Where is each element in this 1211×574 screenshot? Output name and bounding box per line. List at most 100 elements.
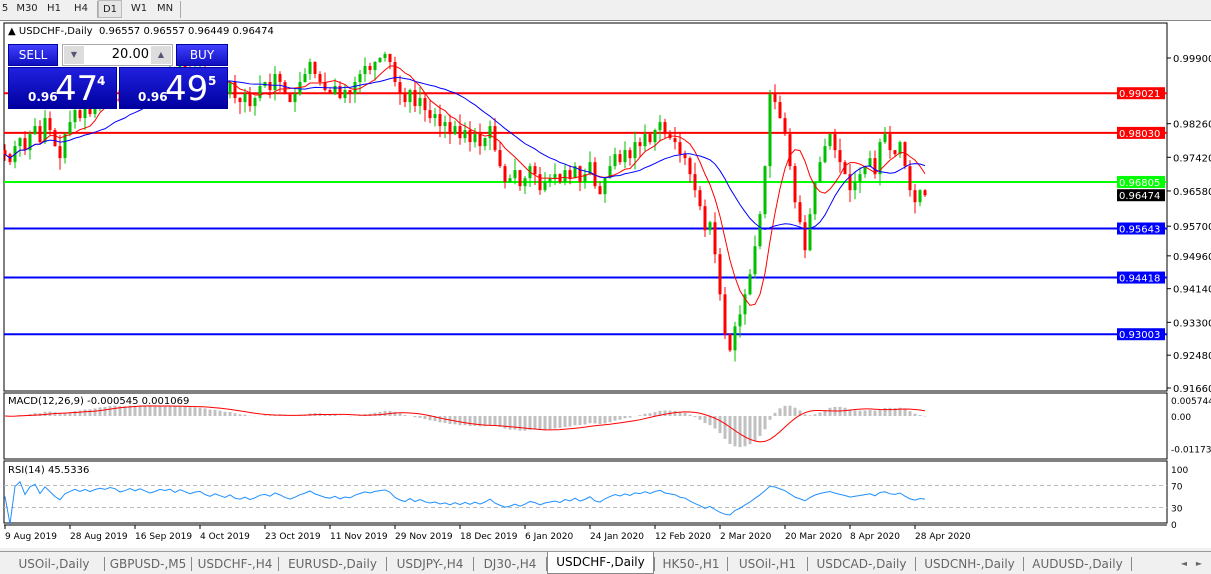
- lots-input[interactable]: 20.00: [111, 47, 149, 62]
- price-tick-label: 0.97420: [1173, 153, 1211, 164]
- macd-bar: [208, 409, 212, 416]
- bear-candle: [728, 334, 732, 351]
- macd-bar: [583, 416, 587, 425]
- macd-bar: [453, 416, 457, 425]
- chart-tab[interactable]: USOil-,Daily: [18, 557, 90, 571]
- bull-candle: [273, 74, 277, 91]
- price-line-label-bg: [1117, 126, 1165, 139]
- macd-bar: [113, 405, 117, 416]
- decrease-lots-icon[interactable]: ▼: [64, 46, 84, 64]
- bull-candle: [813, 182, 817, 215]
- time-tick-label: 29 Nov 2019: [395, 532, 453, 542]
- macd-bar: [688, 414, 692, 416]
- chart-tab[interactable]: USDCAD-,Daily: [816, 557, 907, 571]
- tf-m15[interactable]: 5: [1, 3, 9, 14]
- bull-candle: [18, 138, 22, 147]
- bear-candle: [888, 134, 892, 151]
- macd-bar: [128, 405, 132, 416]
- bull-candle: [308, 62, 312, 75]
- macd-bar: [328, 414, 332, 416]
- chart-tab[interactable]: AUDUSD-,Daily: [1032, 557, 1123, 571]
- scroll-left-icon[interactable]: ◄: [1180, 559, 1188, 568]
- macd-bar: [243, 414, 247, 416]
- macd-bar: [703, 416, 707, 424]
- bull-candle: [378, 58, 382, 63]
- macd-bar: [133, 405, 137, 416]
- macd-bar: [333, 414, 337, 416]
- buy-price[interactable]: 0.96 49 5: [119, 67, 228, 109]
- bear-candle: [678, 142, 682, 155]
- tf-w1[interactable]: W1: [130, 3, 148, 14]
- bear-candle: [348, 90, 352, 95]
- macd-bar: [678, 411, 682, 416]
- tf-mn[interactable]: MN: [156, 3, 174, 14]
- time-tick-label: 23 Oct 2019: [265, 532, 321, 542]
- macd-bar: [488, 416, 492, 426]
- macd-bar: [523, 416, 527, 431]
- bull-candle: [228, 82, 232, 95]
- bull-candle: [608, 166, 612, 179]
- macd-bar: [163, 406, 167, 416]
- increase-lots-icon[interactable]: ▲: [151, 46, 171, 64]
- sell-price[interactable]: 0.96 47 4: [8, 67, 117, 109]
- tf-h4[interactable]: H4: [74, 3, 88, 14]
- macd-bar: [778, 408, 782, 416]
- chart-tab[interactable]: USDCHF-,H4: [197, 557, 273, 571]
- bear-candle: [908, 166, 912, 191]
- sell-button[interactable]: SELL: [8, 44, 58, 66]
- chart-tab[interactable]: USOil-,H1: [738, 557, 797, 571]
- macd-bar: [783, 405, 787, 416]
- buy-price-fraction: 5: [208, 74, 217, 88]
- chart-tab[interactable]: EURUSD-,Daily: [288, 557, 377, 571]
- chart-tab[interactable]: HK50-,H1: [662, 557, 720, 571]
- bear-candle: [48, 118, 52, 131]
- tf-d1[interactable]: D1: [98, 0, 122, 18]
- chart-tab[interactable]: DJ30-,H4: [483, 557, 537, 571]
- tf-h1[interactable]: H1: [47, 3, 61, 14]
- rsi-tick-label: 0: [1171, 521, 1177, 531]
- macd-bar: [553, 416, 557, 429]
- macd-bar: [68, 412, 72, 416]
- bull-candle: [818, 162, 822, 183]
- collapse-arrow-icon[interactable]: ▲: [8, 26, 19, 37]
- bull-candle: [588, 162, 592, 175]
- bull-candle: [853, 182, 857, 191]
- price-line-label-bg: [1117, 175, 1165, 188]
- macd-bar: [463, 416, 467, 426]
- bear-candle: [873, 158, 877, 175]
- tf-m30[interactable]: M30: [16, 3, 38, 14]
- chart-tab[interactable]: GBPUSD-,M5: [109, 557, 187, 571]
- chart-tab[interactable]: USDCNH-,Daily: [924, 557, 1015, 571]
- price-tick-label: 0.96580: [1173, 187, 1211, 198]
- tab-separator: [191, 557, 192, 571]
- bull-candle: [293, 94, 297, 103]
- bear-candle: [468, 130, 472, 143]
- bull-candle: [738, 314, 742, 327]
- bull-candle: [898, 142, 902, 155]
- chart-tab[interactable]: USDCHF-,Daily: [547, 552, 654, 574]
- bull-candle: [613, 154, 617, 167]
- bear-candle: [673, 138, 677, 143]
- bear-candle: [233, 82, 237, 99]
- bear-candle: [423, 98, 427, 111]
- macd-tick-label: 0.005744: [1171, 397, 1211, 407]
- buy-button[interactable]: BUY: [176, 44, 228, 66]
- scroll-right-icon[interactable]: ►: [1195, 559, 1203, 568]
- macd-bar: [903, 408, 907, 416]
- bear-candle: [58, 146, 62, 159]
- lots-stepper[interactable]: ▼ 20.00 ▲: [62, 44, 173, 66]
- bull-candle: [418, 98, 422, 107]
- toolbar-separator: [97, 1, 98, 18]
- macd-bar: [873, 410, 877, 416]
- sell-price-fraction: 4: [97, 74, 106, 88]
- bull-candle: [73, 110, 77, 123]
- bull-candle: [488, 126, 492, 139]
- macd-bar: [518, 416, 522, 431]
- bear-candle: [783, 118, 787, 135]
- chart-tab[interactable]: USDJPY-,H4: [396, 557, 464, 571]
- macd-bar: [803, 414, 807, 416]
- chart-window[interactable]: 0.99900 0.98260 0.97420 0.96580 0.95700 0.949…: [0, 20, 1211, 548]
- bear-candle: [398, 82, 402, 95]
- tab-separator: [1023, 557, 1024, 571]
- macd-bar: [683, 413, 687, 416]
